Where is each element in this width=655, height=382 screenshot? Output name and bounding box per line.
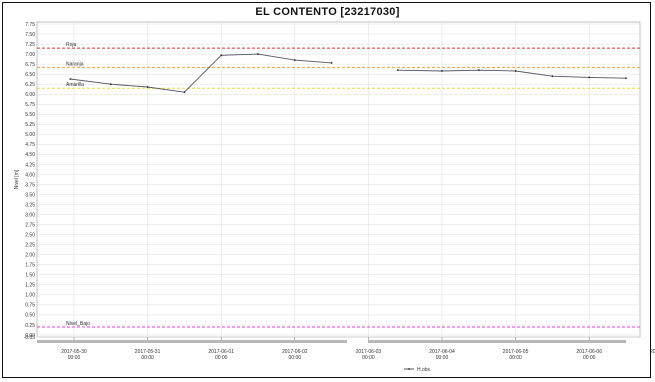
x-tick-label: 2017-06-02: [282, 349, 308, 355]
threshold-label: Naranja: [66, 61, 84, 67]
y-tick-label: 2.50: [25, 232, 35, 238]
y-tick-label: 6.75: [25, 62, 35, 68]
y-tick-label: 2.25: [25, 243, 35, 249]
x-tick-label: 2017-05-30: [61, 349, 87, 355]
y-axis-label: Nivel [m]: [14, 169, 20, 189]
data-point: [477, 69, 480, 72]
x-tick-label: 2017-06-03: [356, 349, 382, 355]
y-tick-label: 6.50: [25, 72, 35, 78]
y-tick-label: 6.25: [25, 82, 35, 88]
threshold-label: Roja: [66, 42, 77, 48]
chart-title: EL CONTENTO [23217030]: [255, 6, 400, 18]
y-tick-label: 0.00: [25, 333, 35, 339]
y-tick-label: -0.05: [24, 335, 36, 341]
x-tick-label-time: 00:00: [215, 355, 228, 361]
x-tick-label: 2017-06-05: [503, 349, 529, 355]
x-tick-label-time: 00:00: [362, 355, 375, 361]
data-point: [69, 78, 72, 80]
data-point: [146, 86, 149, 88]
y-tick-label: 0.50: [25, 313, 35, 319]
y-tick-label: 5.00: [25, 132, 35, 138]
y-tick-label: 5.75: [25, 102, 35, 108]
y-tick-label: 2.00: [25, 253, 35, 259]
y-tick-label: 4.25: [25, 162, 35, 168]
data-point: [588, 76, 591, 79]
plot-area: [36, 21, 641, 338]
x-tick-label-time: 00:00: [583, 355, 596, 361]
y-tick-label: 1.75: [25, 263, 35, 269]
y-tick-label: 1.00: [25, 293, 35, 299]
x-tick-label-time: 00:00: [436, 355, 449, 361]
x-tick-label: 2017-06-07: [650, 349, 655, 355]
y-tick-label: 5.25: [25, 122, 35, 128]
y-tick-label: 0.25: [25, 323, 35, 329]
legend-marker: [408, 368, 410, 370]
x-tick-label: 2017-05-31: [135, 349, 161, 355]
data-point: [183, 91, 186, 94]
y-tick-label: 7.75: [25, 22, 35, 28]
x-tick-label: 2017-06-01: [208, 349, 234, 355]
threshold-label: Nivel_Bajo: [66, 321, 90, 327]
y-tick-label: 4.75: [25, 142, 35, 148]
threshold-label: Amarilla: [66, 82, 84, 88]
x-tick-label: 2017-06-06: [576, 349, 602, 355]
x-axis-scroll-bar: [37, 340, 347, 343]
data-point: [625, 77, 627, 80]
data-point: [514, 70, 517, 72]
x-tick-label: 2017-06-04: [429, 349, 455, 355]
y-tick-label: 4.50: [25, 152, 35, 158]
x-tick-label-time: 00:00: [509, 355, 522, 361]
y-tick-label: 2.75: [25, 222, 35, 228]
data-point: [257, 53, 259, 56]
data-point: [330, 62, 333, 64]
y-tick-label: 7.50: [25, 32, 35, 38]
y-tick-label: 1.50: [25, 273, 35, 279]
data-point: [109, 83, 112, 86]
y-tick-label: 5.50: [25, 112, 35, 118]
x-tick-label-time: 00:00: [68, 355, 81, 361]
data-point: [220, 54, 223, 57]
x-axis-scroll-bar: [368, 340, 626, 343]
series-line: [70, 53, 332, 93]
y-tick-label: 3.25: [25, 202, 35, 208]
y-tick-label: 3.75: [25, 182, 35, 188]
data-point: [441, 70, 443, 72]
data-point: [293, 59, 296, 62]
y-tick-label: 4.00: [25, 172, 35, 178]
y-tick-label: 3.50: [25, 192, 35, 198]
data-point: [396, 69, 399, 72]
legend-label: H.obs: [417, 367, 431, 373]
y-tick-label: 6.00: [25, 92, 35, 98]
y-tick-label: 7.00: [25, 52, 35, 58]
y-tick-label: 3.00: [25, 212, 35, 218]
x-tick-label-time: 00:00: [141, 355, 154, 361]
data-point: [551, 75, 554, 78]
y-tick-label: 1.25: [25, 283, 35, 289]
y-tick-label: 0.75: [25, 303, 35, 309]
y-tick-label: 7.25: [25, 42, 35, 48]
x-tick-label-time: 00:00: [289, 355, 302, 361]
